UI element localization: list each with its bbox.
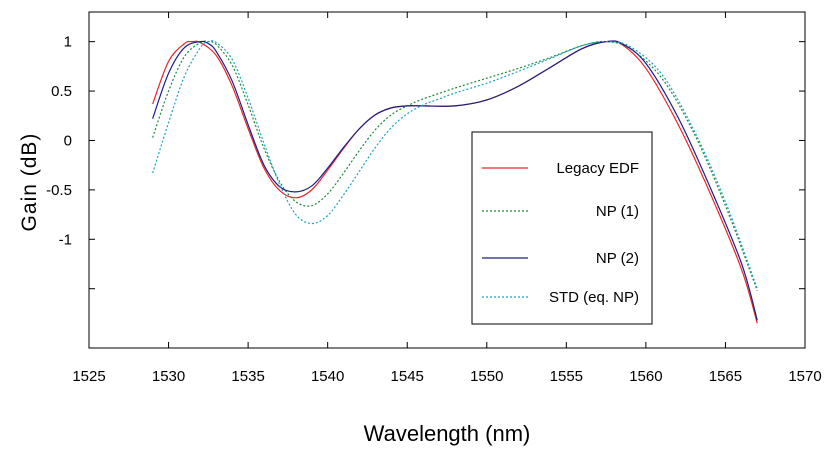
series-line-np-1 (152, 40, 758, 291)
legend: Legacy EDF NP (1) NP (2) STD (eq. NP) (471, 131, 653, 325)
series-line-std-eq-np (152, 40, 758, 289)
legend-box (471, 131, 653, 325)
x-axis: 1525 1530 1535 1540 1545 1550 1555 1560 1565 1570 (72, 12, 822, 385)
legend-label-np-1: NP (1) (596, 203, 639, 220)
y-tick-label: 1 (64, 34, 72, 51)
x-tick-label: 1540 (311, 368, 344, 385)
legend-label-legacy-edf: Legacy EDF (556, 160, 639, 177)
y-tick-label: -0.5 (46, 182, 72, 199)
series-line-np-2 (152, 40, 758, 321)
y-tick-label: -1 (59, 231, 72, 248)
x-tick-label: 1570 (788, 368, 821, 385)
x-tick-label: 1530 (152, 368, 185, 385)
x-tick-label: 1545 (391, 368, 424, 385)
x-tick-label: 1550 (470, 368, 503, 385)
x-axis-title: Wavelength (nm) (364, 421, 531, 446)
legend-label-np-2: NP (2) (596, 250, 639, 267)
x-tick-label: 1560 (629, 368, 662, 385)
y-axis: 1 0.5 0 -0.5 -1 (46, 34, 805, 290)
plot-frame (88, 11, 806, 349)
series-layer (152, 40, 758, 324)
y-tick-label: 0 (64, 132, 72, 149)
x-tick-label: 1555 (550, 368, 583, 385)
y-tick-label: 0.5 (51, 83, 72, 100)
x-tick-label: 1535 (231, 368, 264, 385)
x-tick-label: 1525 (72, 368, 105, 385)
x-tick-label: 1565 (709, 368, 742, 385)
y-axis-title: Gain (dB) (18, 133, 41, 232)
legend-label-std-eq-np: STD (eq. NP) (549, 289, 639, 306)
